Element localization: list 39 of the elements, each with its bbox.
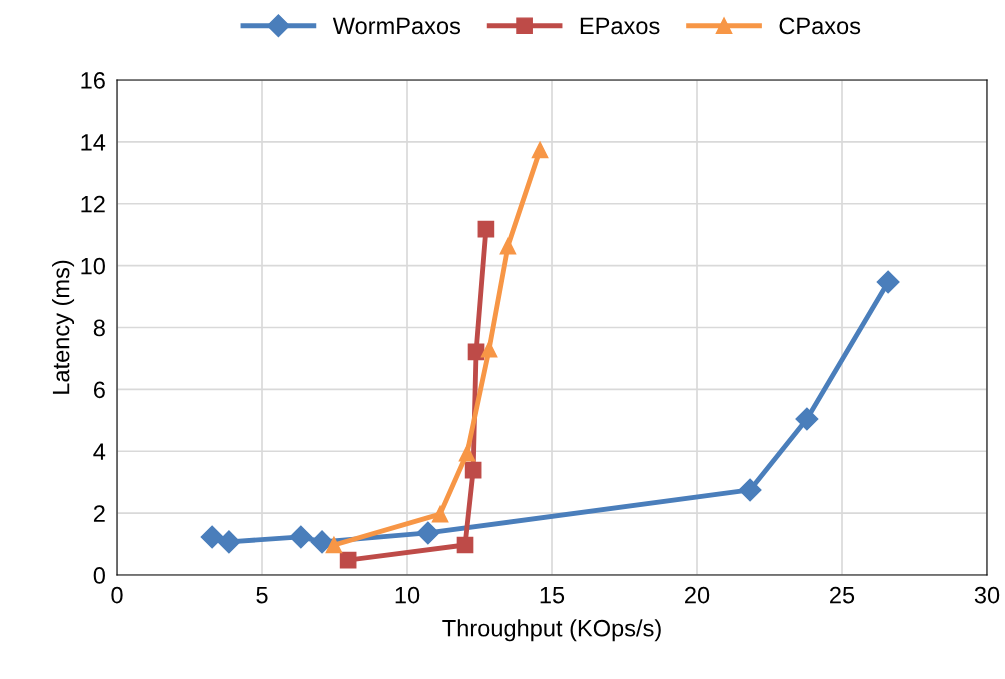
y-tick-label: 14 bbox=[81, 134, 106, 151]
point bbox=[416, 521, 440, 545]
point bbox=[217, 530, 241, 554]
x-axis-title: Throughput (KOps/s) bbox=[442, 619, 661, 642]
point bbox=[464, 461, 482, 479]
y-tick-label: 10 bbox=[81, 257, 105, 275]
legend-label: WormPaxos bbox=[332, 17, 461, 35]
x-tick-label: 20 bbox=[685, 586, 710, 604]
point bbox=[531, 141, 549, 159]
x-tick-label: 30 bbox=[974, 586, 1000, 604]
point bbox=[477, 220, 495, 238]
point bbox=[325, 536, 343, 554]
y-tick-label: 12 bbox=[81, 195, 105, 213]
y-tick-label: 0 bbox=[93, 567, 105, 584]
point bbox=[795, 407, 819, 431]
legend-label: EPaxos bbox=[580, 17, 660, 35]
point bbox=[339, 551, 357, 569]
point bbox=[480, 340, 498, 358]
x-tick-label: 15 bbox=[540, 586, 565, 604]
x-tick-label: 5 bbox=[256, 586, 268, 604]
point bbox=[456, 536, 474, 554]
point bbox=[289, 525, 313, 549]
y-axis-title: Latency (ms) bbox=[52, 260, 75, 394]
x-tick-label: 25 bbox=[830, 586, 855, 604]
y-tick-label: 6 bbox=[93, 381, 105, 399]
point bbox=[876, 270, 900, 294]
legend-label: CPaxos bbox=[779, 17, 861, 35]
y-tick-label: 4 bbox=[93, 443, 106, 460]
point bbox=[738, 478, 762, 502]
y-tick-label: 16 bbox=[81, 72, 105, 89]
x-tick-label: 10 bbox=[395, 586, 420, 604]
point bbox=[200, 525, 224, 549]
point bbox=[310, 530, 334, 554]
point bbox=[458, 444, 476, 462]
point bbox=[499, 237, 517, 255]
y-tick-label: 2 bbox=[93, 505, 105, 522]
point bbox=[431, 505, 449, 523]
x-tick-label: 0 bbox=[111, 586, 123, 604]
y-tick-label: 8 bbox=[93, 319, 105, 337]
